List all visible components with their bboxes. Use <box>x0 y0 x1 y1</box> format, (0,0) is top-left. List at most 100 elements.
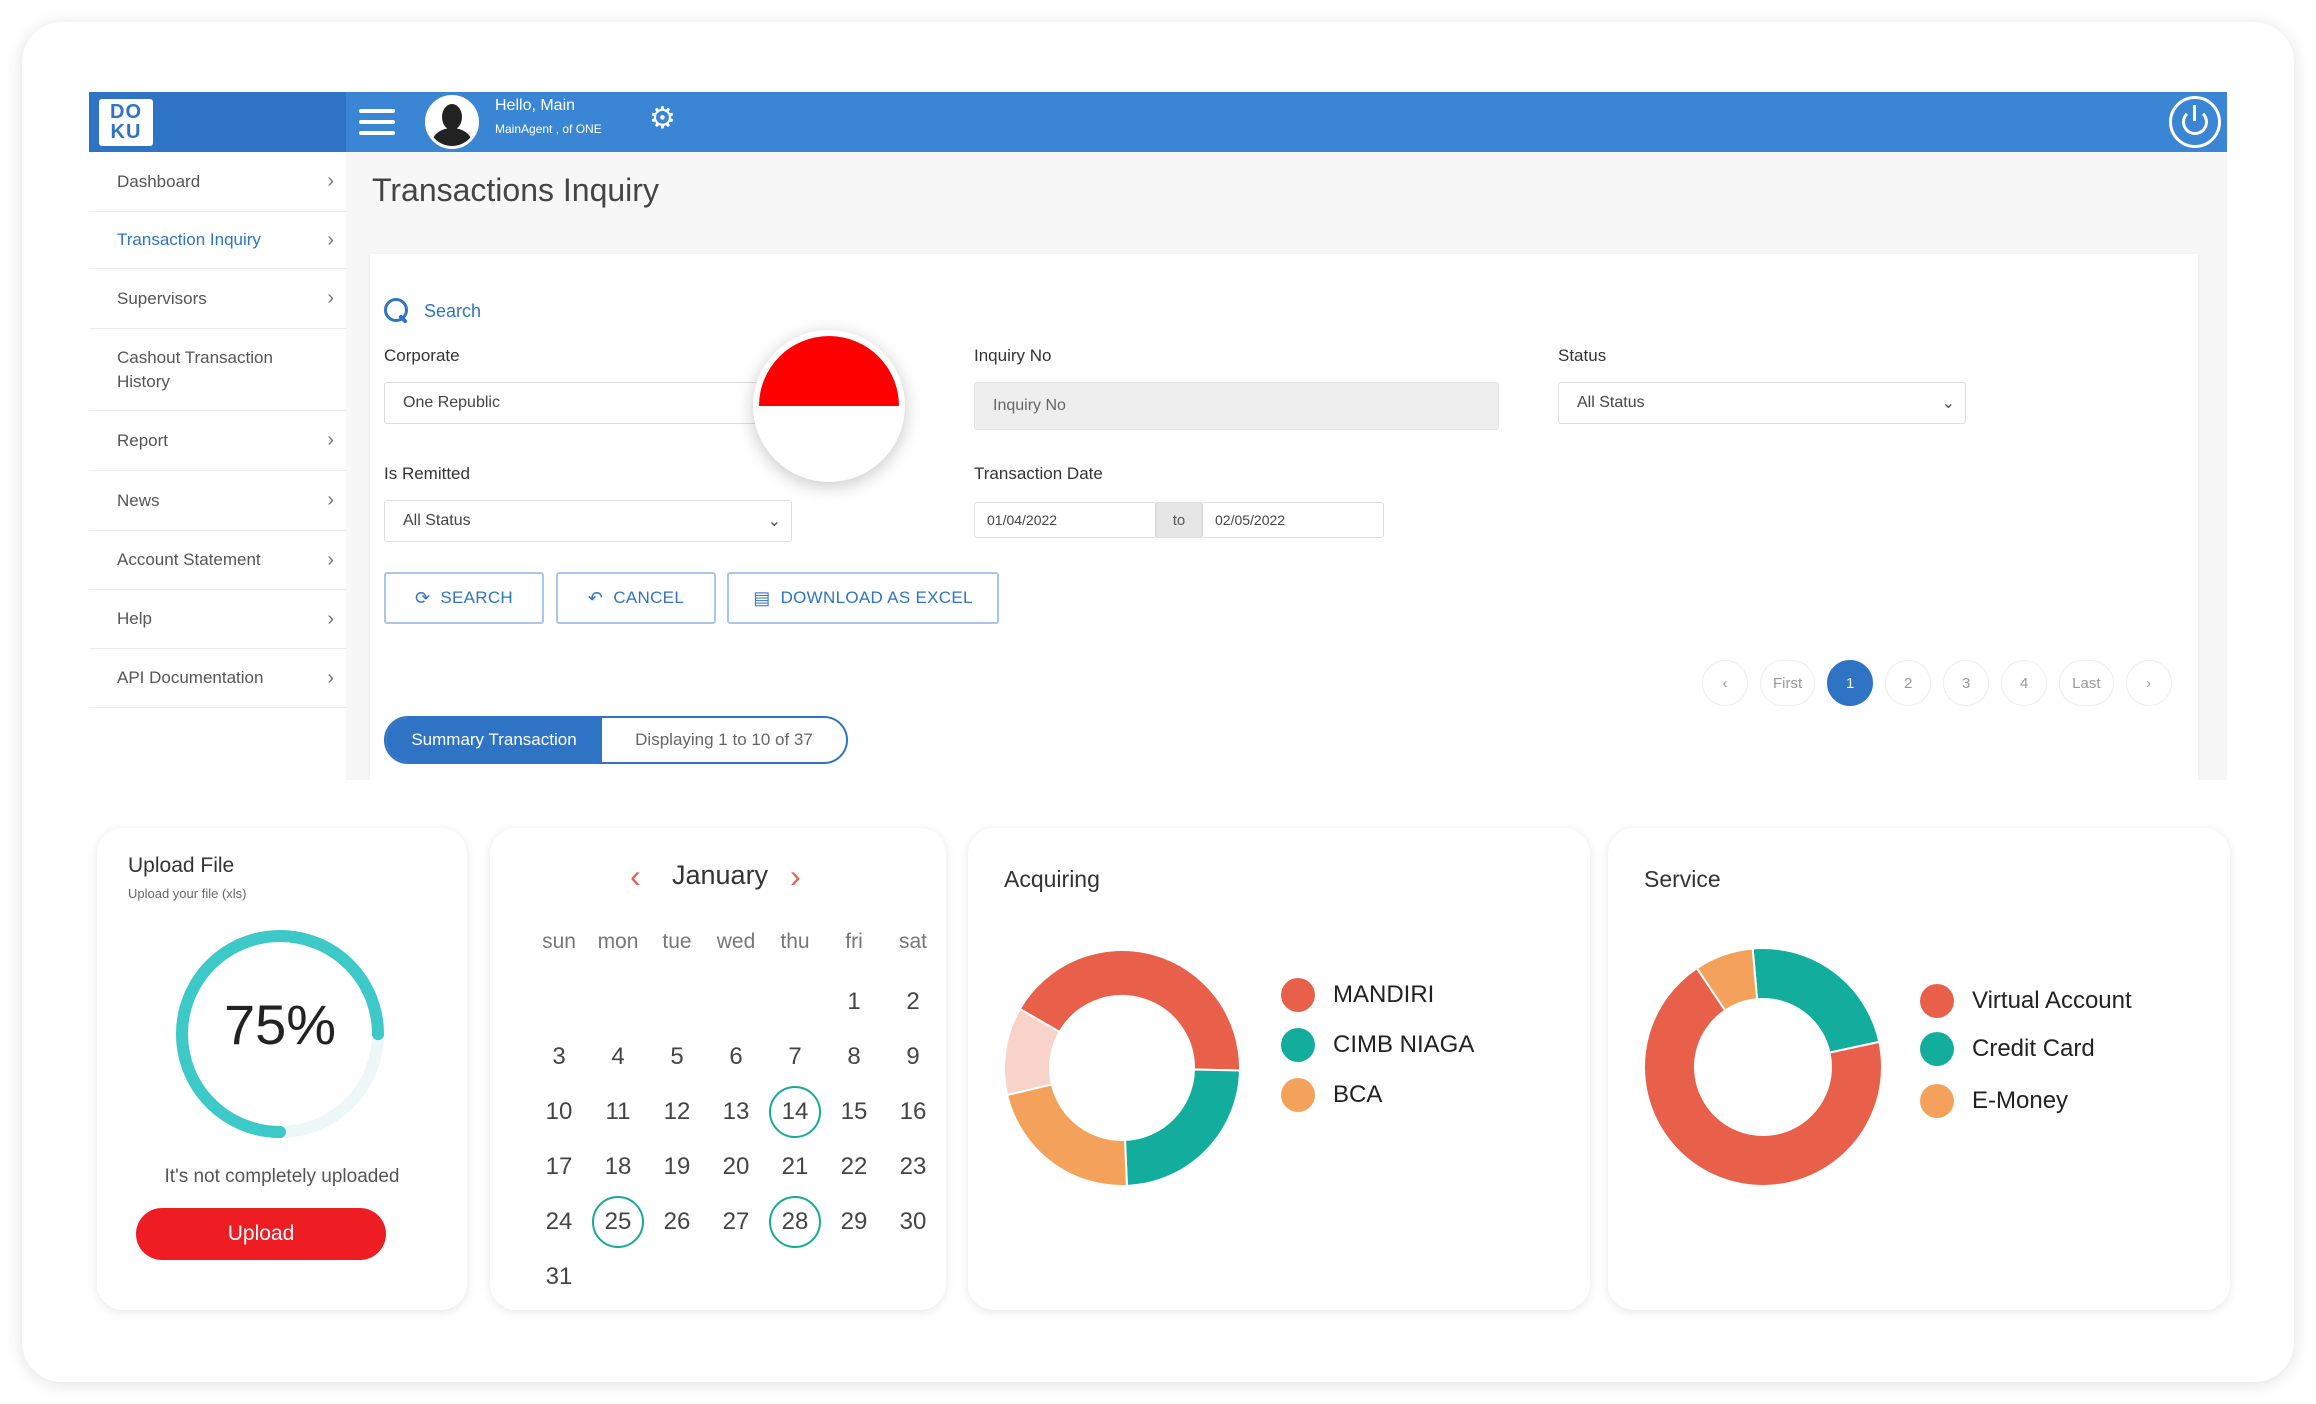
power-icon[interactable] <box>2169 96 2221 148</box>
sidebar-item-cashout-history[interactable]: Cashout Transaction History <box>89 329 346 411</box>
status-select[interactable]: All Status ⌄ <box>1558 382 1966 424</box>
greeting-text: Hello, Main <box>495 97 576 114</box>
chevron-right-icon: › <box>327 429 334 451</box>
sidebar-item-label: Transaction Inquiry <box>117 230 261 249</box>
calendar-day[interactable]: 9 <box>906 1043 920 1070</box>
gear-icon[interactable]: ⚙ <box>649 102 676 135</box>
calendar-day[interactable]: 14 <box>769 1086 821 1138</box>
calendar-day[interactable]: 23 <box>899 1153 927 1180</box>
pagination: ‹ First 1 2 3 4 Last › <box>1702 660 2172 706</box>
calendar-day[interactable]: 18 <box>604 1153 632 1180</box>
sidebar-item-dashboard[interactable]: Dashboard › <box>89 152 346 212</box>
calendar-day[interactable]: 21 <box>781 1153 809 1180</box>
calendar-day[interactable]: 7 <box>788 1043 802 1070</box>
calendar-day[interactable]: 27 <box>722 1208 750 1235</box>
calendar-day[interactable]: 28 <box>769 1196 821 1248</box>
upload-progress-ring <box>176 930 384 1138</box>
date-to-field[interactable]: 02/05/2022 <box>1202 502 1384 538</box>
calendar-day[interactable]: 4 <box>611 1043 625 1070</box>
inquiry-no-field[interactable]: Inquiry No <box>974 382 1499 430</box>
sidebar-item-label: News <box>117 490 160 510</box>
sidebar-item-account-statement[interactable]: Account Statement › <box>89 531 346 590</box>
page-2-button[interactable]: 2 <box>1885 660 1932 706</box>
upload-percent: 75% <box>223 993 337 1056</box>
acq-donut-segment-0[interactable] <box>1018 950 1240 1072</box>
calendar-day[interactable]: 30 <box>899 1208 927 1235</box>
calendar-day[interactable]: 6 <box>729 1043 743 1070</box>
next-page-button[interactable]: › <box>2125 660 2172 706</box>
legend-dot <box>1281 978 1315 1012</box>
chevron-left-icon[interactable]: ‹ <box>630 858 641 894</box>
sidebar-item-label: API Documentation <box>117 668 264 687</box>
date-from-field[interactable]: 01/04/2022 <box>974 502 1156 538</box>
calendar-day[interactable]: 19 <box>663 1153 691 1180</box>
svc-donut-segment-1[interactable] <box>1644 966 1882 1186</box>
page-3-button[interactable]: 3 <box>1943 660 1990 706</box>
calendar-day[interactable]: 10 <box>545 1098 573 1125</box>
chevron-down-icon: ⌄ <box>1941 395 1955 412</box>
acq-donut-segment-3[interactable] <box>1004 1007 1062 1097</box>
svc-donut-segment-0[interactable] <box>1751 948 1881 1054</box>
sidebar-item-api-documentation[interactable]: API Documentation › <box>89 649 346 708</box>
service-donut-chart <box>1644 948 1882 1186</box>
sidebar-item-label: Report <box>117 430 169 450</box>
calendar-day[interactable]: 17 <box>545 1153 573 1180</box>
search-button[interactable]: ⟳ SEARCH <box>384 572 544 624</box>
calendar-day[interactable]: 22 <box>840 1153 868 1180</box>
last-page-button[interactable]: Last <box>2059 660 2114 706</box>
inquiry-no-label: Inquiry No <box>974 346 1052 365</box>
page-4-button[interactable]: 4 <box>2001 660 2048 706</box>
legend-bca: BCA <box>1281 1078 1382 1112</box>
calendar-day[interactable]: 15 <box>840 1098 868 1125</box>
calendar-day[interactable]: 2 <box>906 988 920 1015</box>
calendar-day[interactable]: 5 <box>670 1043 684 1070</box>
calendar-day[interactable]: 29 <box>840 1208 868 1235</box>
calendar-day[interactable]: 25 <box>592 1196 644 1248</box>
corporate-value: One Republic <box>403 394 500 411</box>
sidebar-item-report[interactable]: Report › <box>89 411 346 471</box>
page-1-button[interactable]: 1 <box>1827 660 1874 706</box>
chevron-right-icon: › <box>327 607 334 630</box>
acq-donut-segment-2[interactable] <box>1005 1083 1128 1186</box>
calendar-day[interactable]: 26 <box>663 1208 691 1235</box>
calendar-day[interactable]: 1 <box>847 988 861 1015</box>
menu-icon[interactable] <box>359 107 395 137</box>
chevron-down-icon: ⌄ <box>767 513 781 530</box>
refresh-icon: ⟳ <box>414 587 431 608</box>
tab-summary-transaction[interactable]: Summary Transaction <box>386 718 602 762</box>
prev-page-button[interactable]: ‹ <box>1702 660 1748 706</box>
sidebar-item-label: Supervisors <box>117 288 207 308</box>
svc-donut-segment-2[interactable] <box>1695 948 1759 1012</box>
displaying-count: Displaying 1 to 10 of 37 <box>602 718 846 762</box>
sidebar-item-supervisors[interactable]: Supervisors › <box>89 269 346 329</box>
sidebar-item-transaction-inquiry[interactable]: Transaction Inquiry › <box>89 212 346 269</box>
acq-donut-segment-1[interactable] <box>1123 1068 1240 1186</box>
undo-icon: ↶ <box>587 587 604 608</box>
chevron-right-icon[interactable]: › <box>790 858 801 894</box>
is-remitted-select[interactable]: All Status ⌄ <box>384 500 792 542</box>
sidebar-item-help[interactable]: Help › <box>89 590 346 649</box>
calendar-day[interactable]: 12 <box>663 1098 691 1125</box>
calendar-day[interactable]: 13 <box>722 1098 750 1125</box>
avatar[interactable] <box>425 95 479 149</box>
sidebar-item-label: Account Statement <box>117 550 261 569</box>
legend-label: CIMB NIAGA <box>1333 1031 1475 1058</box>
calendar-day[interactable]: 8 <box>847 1043 861 1070</box>
acquiring-title: Acquiring <box>1004 866 1100 892</box>
is-remitted-value: All Status <box>403 512 471 529</box>
calendar-day[interactable]: 31 <box>545 1263 573 1290</box>
main-content: Transactions Inquiry Search Corporate On… <box>346 152 2227 780</box>
calendar-day[interactable]: 20 <box>722 1153 750 1180</box>
calendar-day[interactable]: 3 <box>552 1043 566 1070</box>
calendar-day[interactable]: 24 <box>545 1208 573 1235</box>
status-label: Status <box>1558 346 1607 365</box>
cancel-button[interactable]: ↶ CANCEL <box>556 572 716 624</box>
calendar-day[interactable]: 16 <box>899 1098 927 1125</box>
download-excel-button[interactable]: ▤ DOWNLOAD AS EXCEL <box>727 572 999 624</box>
calendar-day[interactable]: 11 <box>605 1098 631 1125</box>
sidebar-item-news[interactable]: News › <box>89 471 346 531</box>
doku-logo[interactable]: DOKU <box>99 99 153 146</box>
corporate-select[interactable]: One Republic <box>384 382 788 424</box>
upload-button[interactable]: Upload <box>136 1208 386 1260</box>
first-page-button[interactable]: First <box>1760 660 1816 706</box>
